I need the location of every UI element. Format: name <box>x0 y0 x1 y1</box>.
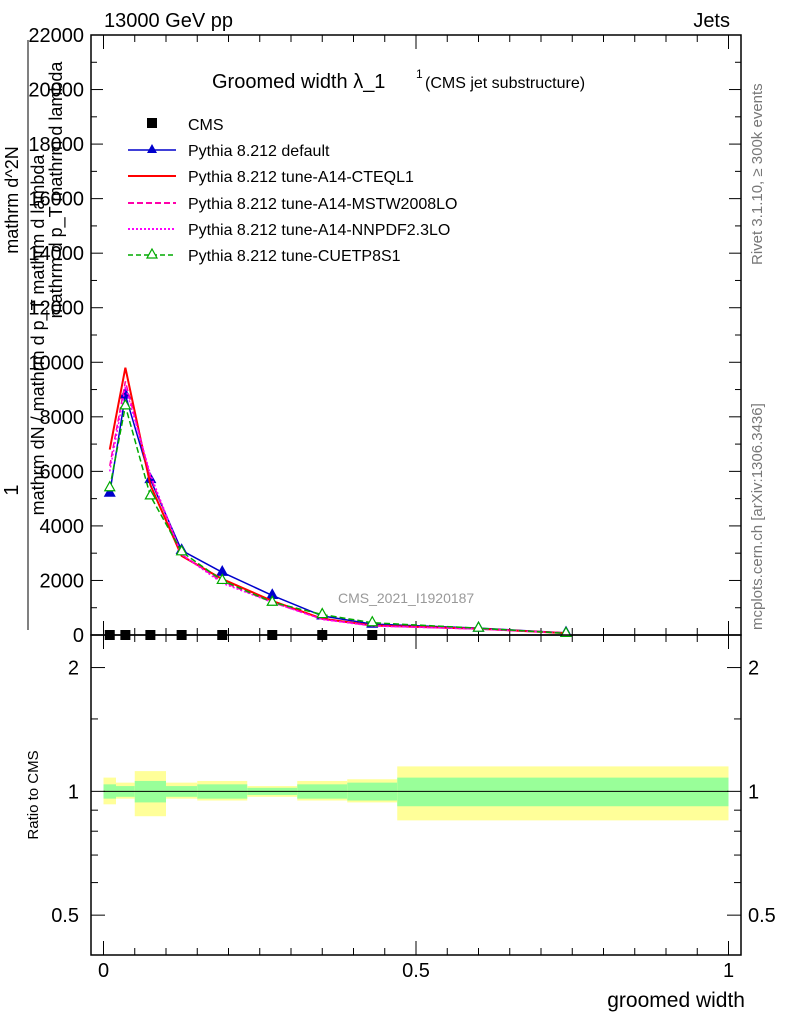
series-marker <box>366 615 379 627</box>
main-y-ticks: 0 2000 4000 6000 8000 10000 12000 14000 16000 180… <box>28 25 741 647</box>
main-y-tick-label: 22000 <box>28 25 84 47</box>
rivet-label: Rivet 3.1.10, ≥ 300k events <box>749 83 766 265</box>
x-axis-label: groomed width <box>607 989 745 1012</box>
main-ylabel-1: mathrm dN / mathrm d p_T mathrm d lambda <box>28 154 49 516</box>
legend-marker-cuetp8s1 <box>145 247 159 259</box>
ratio-y-tick-label: 0.5 <box>51 905 79 927</box>
ratio-y-ticks: 0.5 0.5 1 1 2 2 <box>51 658 776 928</box>
main-y-tick-label: 16000 <box>28 189 84 211</box>
ratio-y-tick-label: 1 <box>68 781 79 803</box>
main-y-tick-label: 4000 <box>40 516 85 538</box>
ratio-y-tick-label-right: 2 <box>748 658 759 680</box>
legend-label-cuetp8s1: Pythia 8.212 tune-CUETP8S1 <box>188 248 401 265</box>
series-marker <box>103 485 116 497</box>
legend-label-cteql1: Pythia 8.212 tune-A14-CTEQL1 <box>188 169 414 186</box>
main-y-tick-label: 20000 <box>28 80 84 102</box>
ratio-band-inner <box>397 777 729 807</box>
legend-label-cms: CMS <box>188 117 224 134</box>
legend-marker-default <box>147 144 157 153</box>
main-y-tick-label: 8000 <box>40 407 85 429</box>
main-y-tick-label: 14000 <box>28 243 84 265</box>
main-y-tick-label: 0 <box>73 625 84 647</box>
x-tick-label: 0 <box>98 960 109 982</box>
ratio-panel: 0.5 0.51 12 2 0 0.5 1 Ratio to CMS groomed wi… <box>25 634 776 1012</box>
legend-label-nnpdf: Pythia 8.212 tune-A14-NNPDF2.3LO <box>188 222 450 239</box>
series-marker <box>472 620 485 632</box>
main-y-tick-label: 6000 <box>40 461 85 483</box>
category-label: Jets <box>693 10 730 32</box>
legend: CMS Pythia 8.212 default Pythia 8.212 tu… <box>128 117 457 265</box>
main-y-tick-label: 12000 <box>28 298 84 320</box>
series-marker <box>144 488 157 500</box>
mcplots-label: mcplots.cern.ch [arXiv:1306.3436] <box>749 403 766 630</box>
series-marker <box>103 480 116 492</box>
legend-label-mstw: Pythia 8.212 tune-A14-MSTW2008LO <box>188 196 457 213</box>
ratio-y-tick-label-right: 0.5 <box>748 905 776 927</box>
legend-label-default: Pythia 8.212 default <box>188 143 330 160</box>
ratio-y-tick-label: 2 <box>68 658 79 680</box>
series-line <box>109 405 567 635</box>
series-marker <box>216 573 229 585</box>
legend-marker-cms <box>147 118 157 128</box>
main-y-tick-label: 2000 <box>40 570 85 592</box>
chart-subtitle: (CMS jet substructure) <box>425 75 585 92</box>
series-marker <box>559 626 573 637</box>
main-ylabel-3: mathrm d p_T mathrm d lambda <box>46 61 67 319</box>
chart-title-sup: 1 <box>416 67 423 81</box>
ratio-ylabel: Ratio to CMS <box>25 750 42 839</box>
main-panel: 0 2000 4000 6000 8000 10000 12000 14000 16000 180… <box>1 25 742 647</box>
main-y-tick-label: 10000 <box>28 352 84 374</box>
series-marker <box>266 595 279 606</box>
main-ylabel-0: 1 <box>1 484 23 495</box>
series-marker <box>119 398 132 410</box>
series-marker <box>175 544 188 556</box>
main-y-tick-label: 18000 <box>28 134 84 156</box>
chart-title-text: Groomed width <box>212 71 348 93</box>
chart-title: Groomed width λ_1 <box>212 71 385 93</box>
energy-label: 13000 GeV pp <box>104 10 233 32</box>
series-marker <box>316 607 329 619</box>
ratio-bands <box>103 766 729 821</box>
x-tick-label: 1 <box>723 960 734 982</box>
ratio-y-tick-label-right: 1 <box>748 781 759 803</box>
analysis-label: CMS_2021_I1920187 <box>338 590 474 606</box>
main-ylabel-2: mathrm d^2N <box>2 146 22 253</box>
chart-title-math: λ_1 <box>353 71 385 93</box>
ratio-x-ticks: 0 0.5 1 <box>98 635 734 982</box>
x-tick-label: 0.5 <box>402 960 430 982</box>
